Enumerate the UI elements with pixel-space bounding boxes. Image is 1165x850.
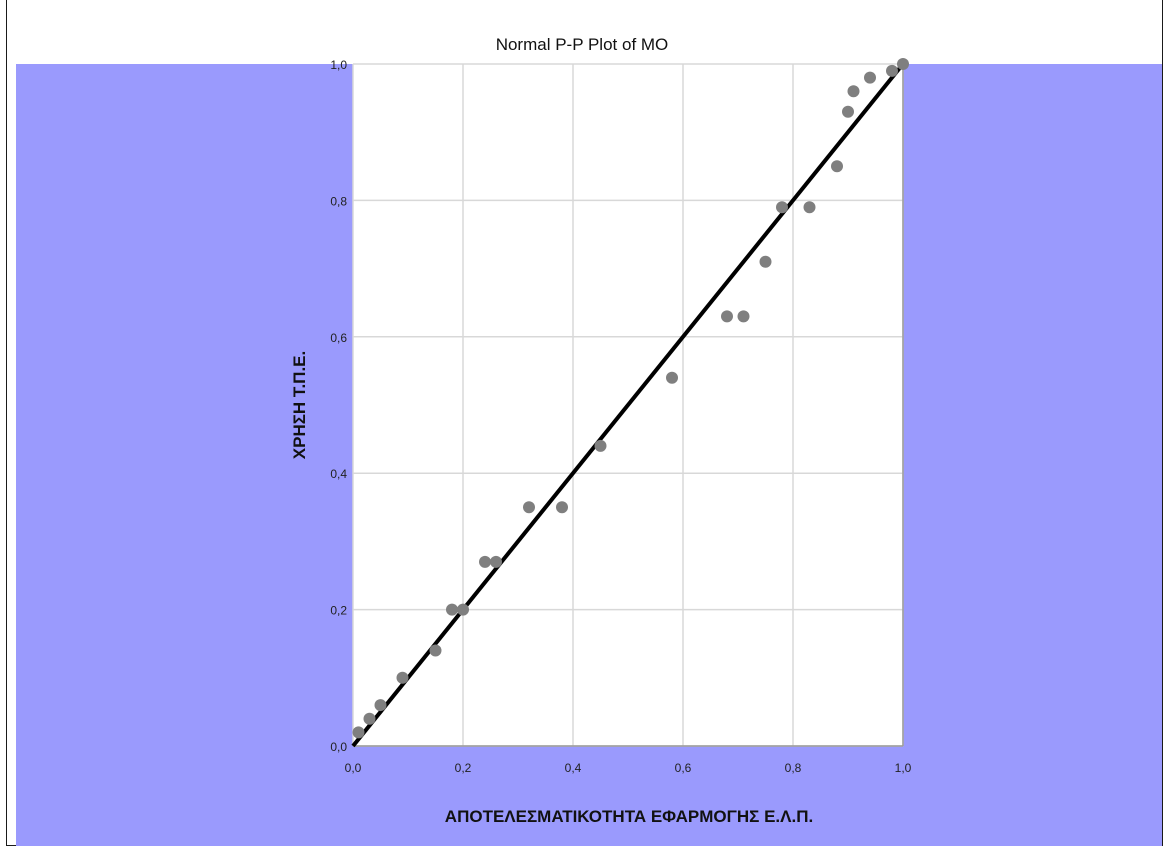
y-axis-title: ΧΡΗΣΗ Τ.Π.Ε. — [290, 351, 309, 459]
tick-labels: 0,0 0,0 0,2 0,2 0,4 0,4 0,6 0,6 0,8 0,8 1,0 1,0 — [330, 58, 911, 775]
chart-title: Normal P-P Plot of MO — [496, 35, 669, 54]
data-point — [374, 699, 387, 712]
data-point — [886, 64, 898, 77]
x-axis-title: ΑΠΟΤΕΛΕΣΜΑΤΙΚΟΤΗΤΑ ΕΦΑΡΜΟΓΗΣ Ε.Λ.Π. — [445, 807, 813, 826]
data-point — [446, 603, 458, 616]
data-point — [897, 58, 909, 70]
y-tick-label: 0,6 — [330, 331, 347, 345]
data-point — [352, 726, 365, 739]
data-point — [594, 439, 607, 452]
data-points — [352, 58, 909, 739]
data-point — [556, 501, 568, 514]
data-point — [803, 201, 816, 214]
data-point — [759, 255, 772, 268]
x-tick-label: 1,0 — [895, 761, 912, 775]
x-tick-label: 0,8 — [785, 761, 802, 775]
y-tick-label: 0,4 — [330, 467, 347, 481]
data-point — [842, 105, 854, 118]
x-tick-label: 0,0 — [345, 761, 362, 775]
data-point — [776, 201, 788, 214]
y-tick-label: 0,2 — [330, 604, 347, 618]
y-tick-label: 0,0 — [330, 740, 347, 754]
grid-lines — [352, 63, 904, 747]
y-tick-label: 0,8 — [330, 194, 347, 208]
data-point — [666, 371, 678, 384]
data-point — [479, 555, 491, 568]
data-point — [831, 160, 843, 173]
data-point — [523, 501, 535, 514]
data-point — [864, 71, 876, 84]
data-point — [396, 671, 409, 684]
x-tick-label: 0,6 — [675, 761, 692, 775]
data-point — [457, 603, 469, 616]
data-point — [429, 644, 442, 657]
reference-line-group — [351, 62, 905, 748]
pp-plot: 0,0 0,0 0,2 0,2 0,4 0,4 0,6 0,6 0,8 0,8 1,0 1,0 Nor… — [16, 35, 1162, 846]
data-point — [847, 85, 860, 98]
data-point — [363, 712, 376, 725]
y-tick-label: 1,0 — [330, 58, 347, 72]
data-point — [737, 310, 750, 323]
data-point — [490, 555, 502, 568]
reference-line — [351, 62, 905, 748]
data-point — [721, 310, 733, 323]
chart-frame: 0,0 0,0 0,2 0,2 0,4 0,4 0,6 0,6 0,8 0,8 1,0 1,0 Nor… — [6, 0, 1163, 846]
x-tick-label: 0,2 — [455, 761, 472, 775]
x-tick-label: 0,4 — [565, 761, 582, 775]
